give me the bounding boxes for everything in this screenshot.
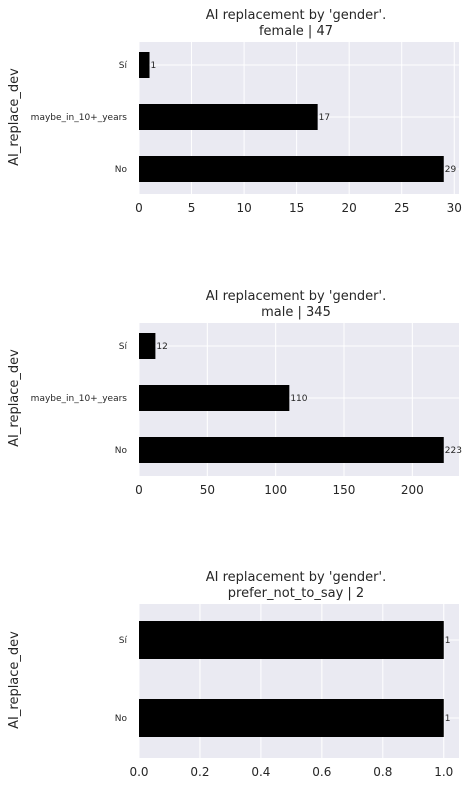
bar <box>139 437 444 463</box>
x-tick-label: 15 <box>289 201 304 215</box>
x-tick-label: 0 <box>135 201 143 215</box>
x-tick-label: 0.0 <box>129 765 148 779</box>
data-label: 1 <box>151 61 157 71</box>
chart-subtitle: female | 47 <box>259 24 333 39</box>
x-tick-label: 150 <box>333 483 356 497</box>
y-axis-label: AI_replace_dev <box>7 349 22 447</box>
bar <box>139 104 318 130</box>
data-label: 1 <box>445 636 451 646</box>
x-tick-label: 200 <box>401 483 424 497</box>
chart-title: AI replacement by 'gender'. <box>206 289 386 304</box>
category-label: Sí <box>119 636 128 646</box>
x-tick-label: 30 <box>447 201 462 215</box>
x-tick-label: 25 <box>394 201 409 215</box>
x-tick-label: 0.8 <box>373 765 392 779</box>
x-tick-label: 100 <box>264 483 287 497</box>
bar <box>139 621 444 659</box>
chart-male: AI replacement by 'gender'. male | 345 A… <box>7 289 462 497</box>
data-label: 29 <box>445 165 457 175</box>
data-label: 1 <box>445 714 451 724</box>
chart-female: AI replacement by 'gender'. female | 47 … <box>7 8 462 215</box>
chart-subtitle: prefer_not_to_say | 2 <box>228 586 364 601</box>
x-tick-label: 0.2 <box>190 765 209 779</box>
x-tick-label: 20 <box>342 201 357 215</box>
category-label: maybe_in_10+_years <box>31 394 128 404</box>
x-tick-label: 10 <box>236 201 251 215</box>
category-label: No <box>115 446 128 456</box>
data-label: 12 <box>156 342 167 352</box>
category-label: No <box>115 714 128 724</box>
x-tick-label: 0.6 <box>312 765 331 779</box>
bar <box>139 52 150 78</box>
bar <box>139 156 444 182</box>
category-label: Sí <box>119 61 128 71</box>
x-tick-label: 50 <box>200 483 215 497</box>
y-axis-label: AI_replace_dev <box>7 68 22 166</box>
chart-subtitle: male | 345 <box>261 305 331 320</box>
data-label: 223 <box>445 446 462 456</box>
chart-prefer-not-to-say: AI replacement by 'gender'. prefer_not_t… <box>7 570 459 779</box>
x-tick-label: 1.0 <box>434 765 453 779</box>
category-label: maybe_in_10+_years <box>31 113 128 123</box>
x-tick-label: 5 <box>188 201 196 215</box>
chart-title: AI replacement by 'gender'. <box>206 570 386 585</box>
x-tick-label: 0 <box>135 483 143 497</box>
data-label: 17 <box>319 113 330 123</box>
bar <box>139 385 290 411</box>
bar <box>139 699 444 737</box>
y-axis-label: AI_replace_dev <box>7 631 22 729</box>
category-label: No <box>115 165 128 175</box>
x-tick-label: 0.4 <box>251 765 270 779</box>
category-label: Sí <box>119 342 128 352</box>
data-label: 110 <box>290 394 307 404</box>
bar <box>139 333 156 359</box>
chart-title: AI replacement by 'gender'. <box>206 8 386 23</box>
